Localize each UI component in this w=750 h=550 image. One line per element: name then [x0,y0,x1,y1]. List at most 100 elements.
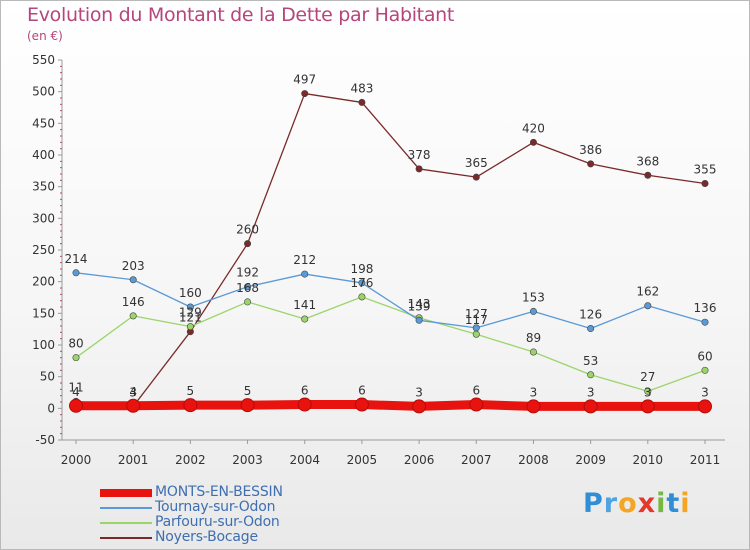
data-point [529,138,537,146]
y-tick-label: -50 [35,433,55,447]
data-label: 153 [522,290,545,304]
data-label: 3 [415,385,423,399]
chart-title: Evolution du Montant de la Dette par Hab… [27,4,455,26]
data-label: 168 [236,281,259,295]
data-label: 203 [122,259,145,273]
data-point [640,399,655,414]
data-label: 126 [579,308,602,322]
y-tick-label: 550 [32,53,55,67]
data-label: 80 [68,337,83,351]
data-label: 214 [65,252,88,266]
data-point [240,398,255,413]
y-tick-label: 200 [32,275,55,289]
data-point [472,330,480,338]
data-label: 355 [694,163,717,177]
data-point [587,325,595,333]
data-label: 53 [583,354,598,368]
legend-label: Noyers-Bocage [155,529,258,545]
y-tick-label: 400 [32,148,55,162]
data-label: 192 [236,266,259,280]
legend-swatch [100,537,152,539]
data-point [297,397,312,412]
data-point [587,160,595,168]
x-tick-label: 2005 [347,453,378,467]
data-point [72,354,80,362]
data-label: 89 [526,331,541,345]
data-point [644,387,652,395]
data-point [129,276,137,284]
series-layer [69,90,712,414]
x-tick-label: 2007 [461,453,492,467]
data-label: 3 [644,385,652,399]
x-tick-label: 2009 [575,453,606,467]
data-point [186,303,194,311]
data-label: 6 [358,384,366,398]
data-point [301,315,309,323]
data-point [698,399,712,414]
x-tick-label: 2003 [232,453,263,467]
data-label: 368 [636,154,659,168]
data-label: 136 [694,301,717,315]
data-point [129,312,137,320]
data-label: 212 [293,253,316,267]
data-point [701,180,709,188]
legend-label: MONTS-EN-BESSIN [155,484,283,500]
series-line [75,272,706,330]
series-line [75,296,706,392]
data-label: 27 [640,370,655,384]
data-label: 141 [293,298,316,312]
x-tick-label: 2010 [633,453,664,467]
x-tick-label: 2008 [518,453,549,467]
data-point [183,398,198,413]
data-label: 4 [129,385,137,399]
data-point [472,173,480,181]
data-point [529,348,537,356]
data-label: 4 [72,385,80,399]
data-label: 3 [587,385,595,399]
data-point [701,366,709,374]
data-point [244,298,252,306]
x-tick-label: 2011 [690,453,721,467]
data-label: 162 [636,285,659,299]
data-label: 3 [701,385,709,399]
data-point [301,270,309,278]
data-label: 143 [408,297,431,311]
data-point [587,371,595,379]
data-point [358,279,366,287]
data-label: 127 [465,307,488,321]
data-label: 121 [179,311,202,325]
data-label: 160 [179,286,202,300]
data-label: 139 [408,299,431,313]
data-labels: 4 4 5 5 6 6 3 6 3 3 3 3 214 203 160 192 212 198 139 127 153 1… [65,73,717,400]
data-point [244,283,252,291]
data-label: 11 [68,380,83,394]
data-point [69,398,83,413]
data-label: 117 [465,313,488,327]
data-label: 378 [408,148,431,162]
data-label: 176 [350,276,373,290]
x-tick-label: 2004 [289,453,320,467]
x-tick-label: 2000 [61,453,92,467]
legend-swatch [100,522,152,524]
data-label: 483 [350,81,373,95]
data-label: 497 [293,73,316,87]
data-label: 3 [129,385,137,399]
data-point [701,318,709,326]
y-tick-label: 100 [32,338,55,352]
data-point [583,399,598,414]
data-point [415,165,423,173]
data-point [469,397,484,412]
data-point [415,316,423,324]
data-point [354,397,369,412]
chart-subtitle: (en €) [27,29,63,43]
legend-swatch [100,489,152,497]
legend-swatch [100,507,152,509]
data-point [358,293,366,301]
data-point [72,269,80,277]
x-tick-label: 2001 [118,453,149,467]
data-label: 60 [697,349,712,363]
data-label: 5 [187,384,195,398]
data-point [358,98,366,106]
data-point [644,171,652,179]
